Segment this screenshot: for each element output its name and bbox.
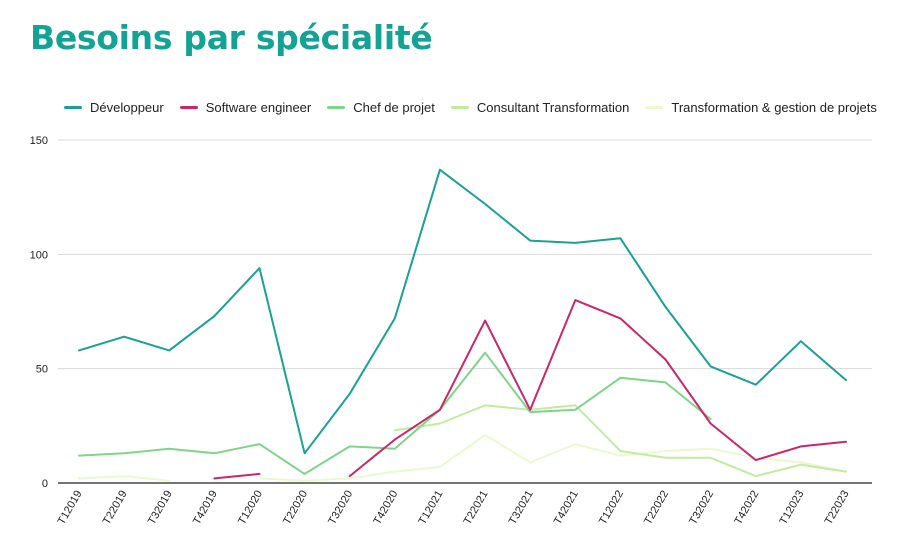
legend-label: Transformation & gestion de projets — [671, 100, 877, 115]
x-tick-label: T22021 — [462, 489, 491, 527]
gridlines — [58, 139, 872, 484]
x-tick-label: T12023 — [777, 489, 806, 527]
legend-label: Chef de projet — [353, 100, 435, 115]
y-tick-label: 0 — [42, 478, 48, 490]
x-tick-label: T12020 — [236, 489, 265, 527]
x-tick-label: T42021 — [552, 489, 581, 527]
legend-label: Développeur — [90, 100, 164, 115]
y-tick-label: 100 — [30, 249, 48, 261]
legend-label: Software engineer — [205, 100, 312, 115]
y-axis-ticks: 0 50 100 150 — [30, 135, 48, 490]
y-tick-label: 50 — [36, 364, 48, 376]
legend-item-software-engineer: Software engineer — [179, 100, 312, 115]
chart-title: Besoins par spécialité — [30, 18, 433, 57]
legend-item-transformation-gestion-projets: Transformation & gestion de projets — [645, 100, 877, 115]
x-tick-label: T32019 — [146, 489, 175, 527]
x-tick-label: T22020 — [281, 489, 310, 527]
legend-item-developpeur: Développeur — [64, 100, 164, 115]
x-tick-label: T22023 — [823, 489, 852, 527]
legend-swatch — [327, 106, 346, 109]
x-axis-ticks: T12019 T22019 T32019 T42019 T12020 T22020 T320… — [56, 489, 852, 527]
series-line-chef-de-projet — [78, 351, 712, 475]
y-tick-label: 150 — [30, 135, 48, 147]
x-tick-label: T12022 — [597, 489, 626, 527]
x-tick-label: T32022 — [687, 489, 716, 527]
x-tick-label: T22022 — [642, 489, 671, 527]
x-tick-label: T42020 — [371, 489, 400, 527]
x-tick-label: T32021 — [507, 489, 536, 527]
legend-swatch — [645, 106, 664, 109]
x-tick-label: T22019 — [101, 489, 130, 527]
series-line-d-veloppeur — [78, 168, 847, 455]
x-tick-label: T12021 — [416, 489, 445, 527]
series-line-transformation-gestion-de-projets — [78, 434, 847, 482]
x-tick-label: T12019 — [56, 489, 85, 527]
legend-label: Consultant Transformation — [476, 100, 630, 115]
series-lines — [78, 168, 847, 482]
legend-item-consultant-transformation: Consultant Transformation — [450, 100, 630, 115]
legend-swatch — [450, 106, 469, 109]
x-tick-label: T42019 — [191, 489, 220, 527]
legend: Développeur Software engineer Chef de pr… — [64, 100, 893, 115]
series-line-consultant-transformation — [393, 404, 847, 478]
series-line-software-engineer — [213, 299, 847, 480]
x-tick-label: T32020 — [326, 489, 355, 527]
legend-swatch — [64, 106, 82, 109]
x-tick-label: T42022 — [732, 489, 761, 527]
legend-swatch — [179, 106, 198, 109]
legend-item-chef-de-projet: Chef de projet — [327, 100, 435, 115]
